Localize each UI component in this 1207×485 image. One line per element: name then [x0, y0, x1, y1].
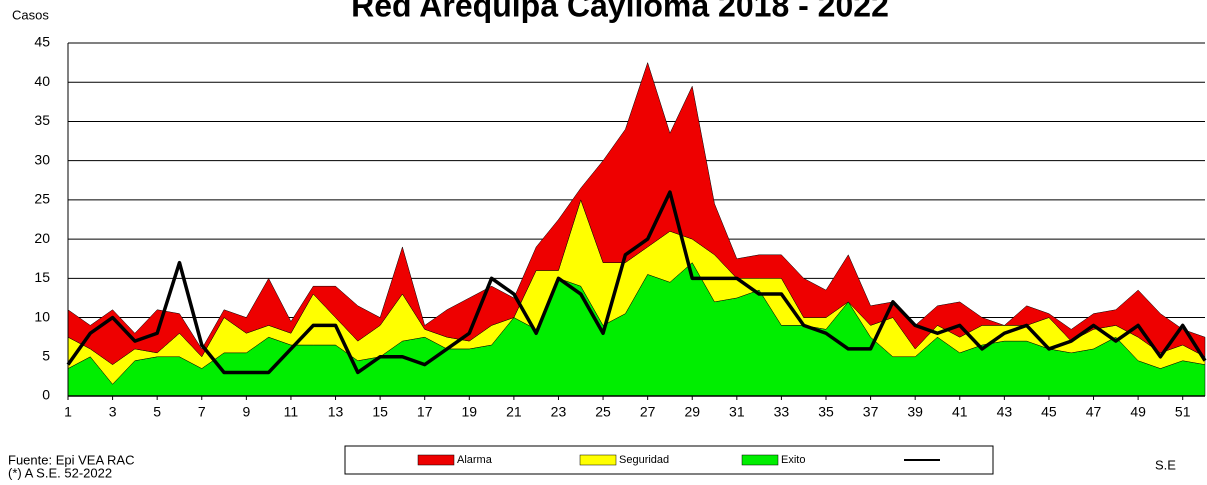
x-tick-label: 31 [729, 404, 745, 420]
legend-label: Seguridad [619, 454, 669, 466]
x-tick-label: 51 [1175, 404, 1191, 420]
chart-title: Red Arequipa Caylloma 2018 - 2022 [351, 0, 889, 23]
legend-swatch [579, 454, 617, 466]
x-tick-label: 13 [328, 404, 344, 420]
x-tick-label: 7 [198, 404, 206, 420]
line [66, 190, 1207, 375]
x-tick-label: 27 [640, 404, 656, 420]
x-tick-label: 3 [109, 404, 117, 420]
x-tick-label: 33 [774, 404, 790, 420]
y-tick-label: 20 [34, 230, 50, 246]
x-tick-label: 5 [153, 404, 161, 420]
x-axis-label: S.E [1155, 457, 1176, 472]
x-tick-label: 47 [1086, 404, 1102, 420]
note: (*) A S.E. 52-2022 [8, 465, 112, 480]
x-tick-label: 29 [684, 404, 700, 420]
x-tick-label: 43 [997, 404, 1013, 420]
area [67, 61, 1206, 365]
x-tick-label: 49 [1130, 404, 1146, 420]
legend-label: Alarma [457, 454, 493, 466]
legend-swatch [741, 454, 779, 466]
legend-swatch [417, 454, 455, 466]
x-tick-label: 21 [506, 404, 522, 420]
x-tick-label: 19 [462, 404, 478, 420]
y-tick-label: 40 [34, 73, 50, 89]
x-tick-label: 9 [242, 404, 250, 420]
y-axis-label: Casos [12, 7, 49, 22]
x-tick-label: 1 [64, 404, 72, 420]
y-tick-label: 10 [34, 308, 50, 324]
y-tick-label: 30 [34, 151, 50, 167]
y-tick-label: 45 [34, 34, 50, 50]
x-tick-label: 25 [595, 404, 611, 420]
y-tick-label: 0 [42, 387, 50, 403]
legend-label: Exito [781, 454, 805, 466]
y-tick-label: 35 [34, 112, 50, 128]
source: Fuente: Epi VEA RAC [8, 452, 134, 467]
x-tick-label: 45 [1041, 404, 1057, 420]
x-tick-label: 23 [551, 404, 567, 420]
y-tick-label: 5 [42, 347, 50, 363]
y-tick-label: 15 [34, 269, 50, 285]
x-tick-label: 15 [372, 404, 388, 420]
x-tick-label: 35 [818, 404, 834, 420]
x-tick-label: 11 [284, 404, 299, 420]
y-tick-label: 25 [34, 191, 50, 207]
x-tick-label: 41 [952, 404, 968, 420]
x-tick-label: 37 [863, 404, 879, 420]
x-tick-label: 17 [417, 404, 433, 420]
x-tick-label: 39 [907, 404, 923, 420]
